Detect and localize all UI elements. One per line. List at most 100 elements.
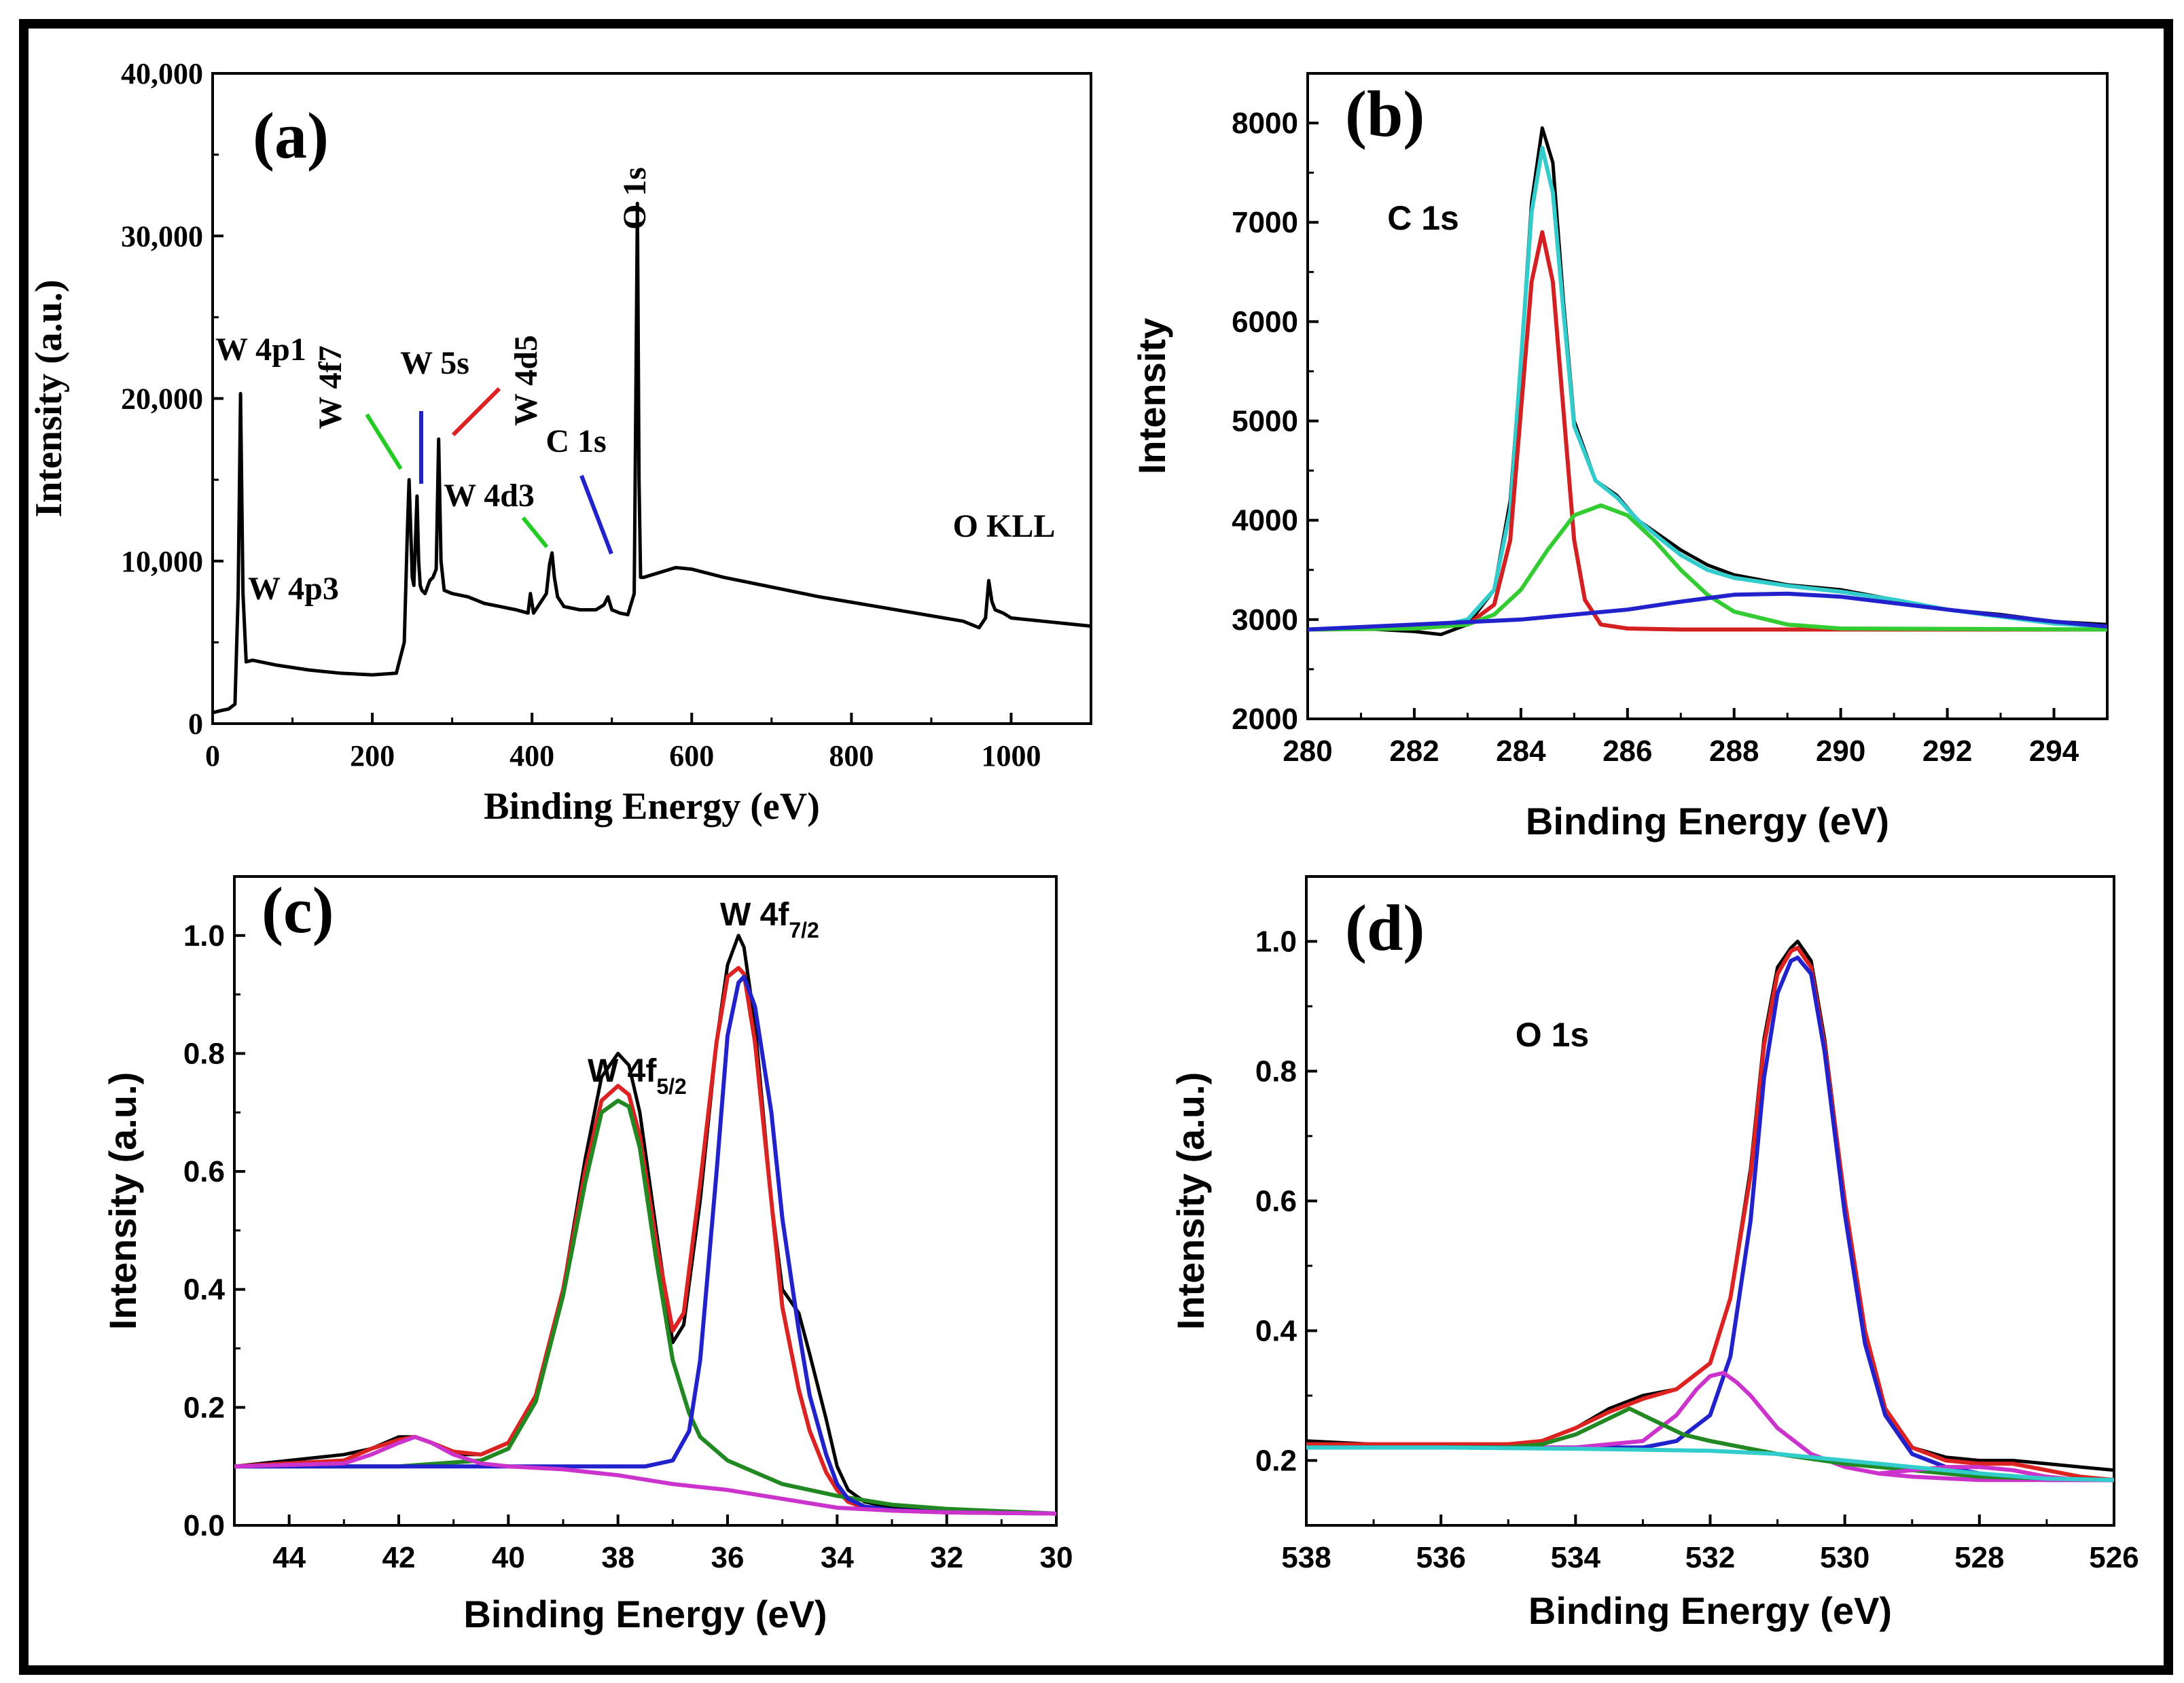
x-tick-label: 294 (2029, 734, 2079, 768)
annotation-base: W 4f (588, 1053, 657, 1089)
x-tick-label: 526 (2089, 1541, 2138, 1574)
peak-annotation: W 4f7/2 (720, 897, 819, 942)
panel-letter: (b) (1345, 77, 1425, 150)
x-tick-label: 200 (350, 739, 395, 773)
y-tick-label: 0.6 (183, 1155, 225, 1188)
y-tick-label: 8000 (1232, 107, 1298, 140)
x-tick-label: 534 (1551, 1541, 1601, 1574)
plot-area-frame (1305, 875, 2115, 1527)
x-tick-label: 538 (1281, 1541, 1331, 1574)
y-tick-label: 3000 (1232, 603, 1298, 637)
x-tick-label: 40 (492, 1541, 525, 1574)
y-axis-label: Intensity (a.u.) (101, 1072, 144, 1330)
x-tick-label: 532 (1685, 1541, 1735, 1574)
peak-annotation: W 4f7 (312, 345, 348, 429)
plot-area-frame (1306, 72, 2109, 720)
peak-annotation: W 4d3 (444, 478, 535, 514)
x-axis-label: Binding Energy (eV) (463, 1593, 827, 1635)
y-axis-label: Intensity (a.u.) (1169, 1072, 1212, 1330)
x-tick-label: 528 (1954, 1541, 2004, 1574)
x-tick-label: 536 (1416, 1541, 1465, 1574)
series-line-component-533-2 (1306, 1406, 2114, 1483)
x-tick-label: 286 (1603, 734, 1652, 768)
y-tick-label: 2000 (1232, 703, 1298, 736)
y-tick-label: 0.2 (183, 1391, 225, 1424)
peak-annotation: W 4d5 (508, 335, 544, 426)
y-tick-label: 7000 (1232, 206, 1298, 239)
peak-annotation: W 4p3 (248, 571, 339, 607)
x-tick-label: 530 (1820, 1541, 1869, 1574)
annotation-subscript: 5/2 (656, 1074, 686, 1099)
panel-letter: (c) (262, 874, 334, 946)
panel-d: 538 536 534 532 530 528 526 0.2 0.4 0.6 0.8 1.0 Bind… (1169, 875, 2139, 1632)
y-tick-label: 1.0 (183, 919, 225, 953)
series-group (1306, 940, 2114, 1483)
x-tick-label: 288 (1709, 734, 1759, 768)
series-line-envelope (1308, 145, 2107, 632)
series-line-peak-284-4 (1308, 230, 2107, 632)
y-tick-label: 0.4 (183, 1273, 226, 1307)
x-tick-label: 1000 (981, 739, 1041, 773)
series-group (234, 934, 1056, 1516)
series-line-envelope (234, 965, 1056, 1516)
x-tick-label: 292 (1922, 734, 1972, 768)
panel-a: 0 200 400 600 800 1000 0 10,000 20,000 30,000 40,0… (28, 57, 1092, 828)
series-group (1308, 126, 2107, 637)
y-tick-label: 30,000 (121, 219, 203, 253)
x-tick-label: 280 (1283, 734, 1332, 768)
x-tick-label: 30 (1040, 1541, 1073, 1574)
y-tick-label: 1.0 (1255, 925, 1297, 959)
series-line-w-4f5-2 (234, 1098, 1056, 1516)
y-tick-label: 0.6 (1255, 1185, 1297, 1218)
peak-annotation: W 5s (400, 345, 469, 381)
x-tick-label: 32 (930, 1541, 963, 1574)
series-line-envelope (1306, 946, 2114, 1483)
y-tick-label: 4000 (1232, 504, 1298, 537)
y-tick-label: 5000 (1232, 405, 1298, 438)
series-line-raw (234, 934, 1056, 1516)
x-axis-label: Binding Energy (eV) (484, 785, 820, 828)
y-axis-label: Intensity (a.u.) (28, 279, 70, 517)
series-line-component-530-7 (1306, 955, 2114, 1483)
y-tick-label: 20,000 (121, 383, 203, 416)
peak-annotation: W 4f5/2 (588, 1053, 687, 1099)
x-tick-label: 800 (829, 739, 874, 773)
figure-frame (19, 19, 2173, 1675)
series-group (213, 201, 1091, 714)
y-tick-label: 6000 (1232, 305, 1298, 338)
x-tick-label: 42 (382, 1541, 416, 1574)
y-tick-label: 0.0 (183, 1509, 225, 1542)
panel-letter: (d) (1345, 891, 1425, 964)
x-tick-label: 284 (1496, 734, 1546, 768)
plot-area-frame (233, 875, 1058, 1527)
y-tick-label: 0.4 (1255, 1315, 1297, 1348)
series-line-background (1306, 1445, 2114, 1483)
x-tick-label: 0 (205, 739, 220, 773)
y-axis-label: Intensity (1130, 318, 1173, 474)
panel-letter: (a) (253, 99, 329, 172)
peak-annotation: O 1s (617, 167, 653, 230)
x-tick-label: 44 (272, 1541, 306, 1574)
x-tick-label: 34 (821, 1541, 854, 1574)
y-tick-label: 40,000 (121, 57, 203, 90)
annotation-base: W 4f (720, 897, 789, 933)
series-line-satellite (234, 1434, 1056, 1516)
panel-c: 44 42 40 38 36 34 32 30 0.0 0.2 0.4 0.6 0.8 1.0 Bindin… (101, 874, 1073, 1635)
y-tick-label: 0 (188, 707, 203, 741)
series-line-w-4f7-2 (234, 974, 1056, 1516)
x-axis-label: Binding Energy (eV) (1528, 1589, 1892, 1632)
x-tick-label: 38 (601, 1541, 634, 1574)
peak-leader-line (521, 516, 549, 548)
x-axis-label: Binding Energy (eV) (1526, 800, 1889, 843)
x-tick-label: 282 (1389, 734, 1439, 768)
panel-title: O 1s (1516, 1016, 1589, 1054)
x-tick-label: 600 (669, 739, 714, 773)
series-line-raw (1306, 940, 2114, 1472)
x-tick-label: 400 (509, 739, 554, 773)
peak-leader-line (365, 413, 403, 470)
series-line-survey (213, 201, 1091, 714)
peak-annotation: C 1s (545, 423, 606, 459)
annotation-subscript: 7/2 (789, 918, 819, 942)
series-line-background (1308, 591, 2107, 632)
